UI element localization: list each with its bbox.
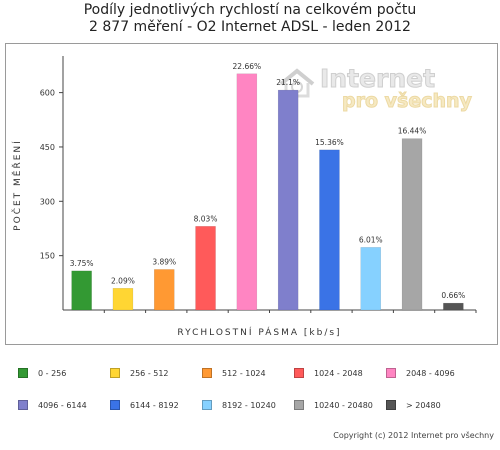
legend-label: 6144 - 8192 (130, 401, 179, 410)
bar-data-label: 0.66% (441, 291, 465, 300)
bar-256-512 (112, 288, 134, 311)
chart-title-line-2: 2 877 měření - O2 Internet ADSL - leden … (89, 19, 411, 35)
legend-label: 512 - 1024 (222, 369, 266, 378)
watermark: Internet pro všechny (278, 64, 493, 114)
legend-label: 256 - 512 (130, 369, 169, 378)
watermark-main-text: Internet (319, 64, 436, 94)
chart-title: Podíly jednotlivých rychlostí na celkové… (0, 2, 500, 36)
bar-data-label: 21.1% (276, 78, 300, 87)
bar-data-label: 3.75% (70, 259, 94, 268)
y-tick-label: 600 (40, 89, 55, 98)
legend-swatch (110, 400, 120, 410)
y-axis-label: POČET MĚŘENÍ (11, 139, 23, 231)
legend-label: 8192 - 10240 (222, 401, 276, 410)
bar-8192-10240 (360, 247, 381, 311)
bar-10240-20480 (401, 138, 423, 311)
bar-data-label: 8.03% (194, 214, 218, 223)
legend-swatch (202, 368, 212, 378)
legend-label: 2048 - 4096 (406, 369, 455, 378)
bar-data-label: 16.44% (398, 127, 427, 136)
legend-swatch (18, 368, 28, 378)
legend-swatch (18, 400, 28, 410)
legend-swatch (110, 368, 120, 378)
watermark-sub-text: pro všechny (342, 90, 473, 113)
bar-data-label: 15.36% (315, 138, 344, 147)
legend-swatch (202, 400, 212, 410)
chart-title-line-1: Podíly jednotlivých rychlostí na celkové… (83, 2, 417, 18)
bar-data-label: 22.66% (233, 62, 262, 71)
legend-swatch (294, 368, 304, 378)
bar-4096-6144 (277, 89, 299, 311)
bar-data-label: 2.09% (111, 276, 135, 285)
legend-swatch (386, 368, 396, 378)
legend-label: > 20480 (406, 401, 441, 410)
bar--20480 (443, 302, 464, 311)
y-tick-label: 450 (40, 143, 55, 152)
bar-0-256 (71, 270, 92, 311)
bar-data-label: 3.89% (152, 257, 176, 266)
bar-512-1024 (154, 269, 175, 311)
legend-label: 10240 - 20480 (314, 401, 373, 410)
legend-swatch (386, 400, 396, 410)
y-tick-label: 300 (40, 197, 55, 206)
bar-1024-2048 (195, 226, 216, 311)
x-axis-label: RYCHLOSTNÍ PÁSMA [kb/s] (177, 326, 341, 338)
legend-swatch (294, 400, 304, 410)
legend-label: 4096 - 6144 (38, 401, 87, 410)
legend-label: 0 - 256 (38, 369, 67, 378)
bar-2048-4096 (236, 73, 258, 311)
legend-label: 1024 - 2048 (314, 369, 363, 378)
copyright-text: Copyright (c) 2012 Internet pro všechny (333, 431, 494, 440)
y-tick-label: 150 (40, 252, 55, 261)
bar-data-label: 6.01% (359, 235, 383, 244)
bar-6144-8192 (319, 149, 340, 311)
